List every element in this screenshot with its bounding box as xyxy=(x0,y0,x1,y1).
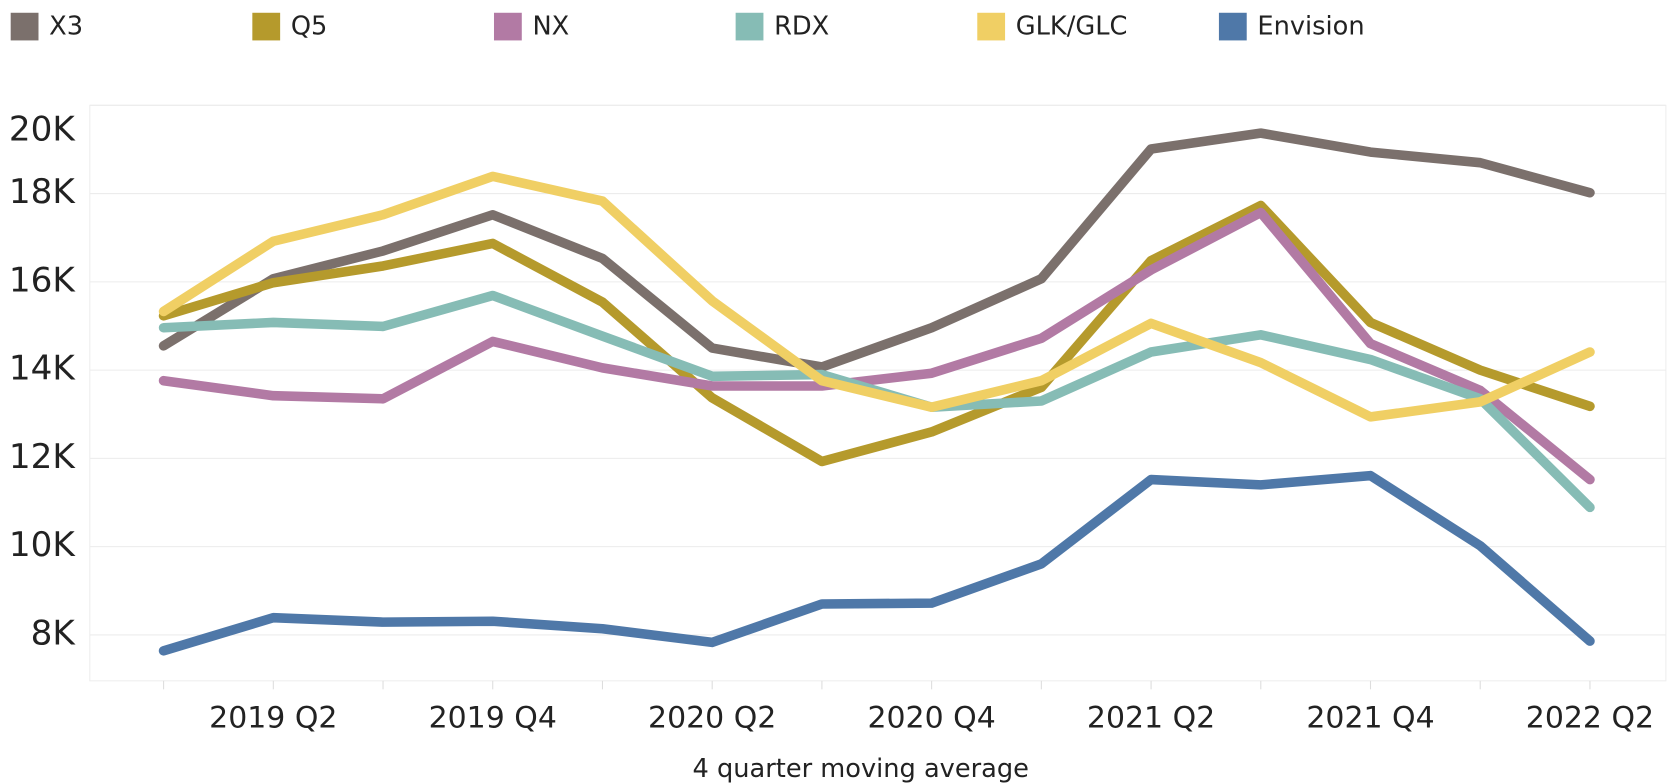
x-tick-label: 2022 Q2 xyxy=(1526,701,1654,736)
y-tick-label: 8K xyxy=(31,613,77,653)
legend-label: RDX xyxy=(774,12,829,42)
legend-swatch xyxy=(10,12,39,41)
series-line xyxy=(158,171,1595,422)
x-tick-label: 2021 Q4 xyxy=(1306,701,1434,736)
legend-label: GLK/GLC xyxy=(1016,12,1128,42)
legend-swatch xyxy=(1218,12,1247,41)
y-tick-label: 20K xyxy=(9,109,77,149)
legend-swatch xyxy=(735,12,764,41)
y-tick-label: 12K xyxy=(9,437,77,477)
y-tick-label: 16K xyxy=(9,260,77,300)
legend-label: Q5 xyxy=(291,12,328,42)
legend-swatch xyxy=(493,12,522,41)
series-line xyxy=(158,207,1595,485)
y-tick-label: 14K xyxy=(9,349,77,389)
series-line xyxy=(158,470,1595,656)
y-tick-label: 18K xyxy=(9,172,77,212)
x-tick-label: 2019 Q2 xyxy=(209,701,337,736)
legend-swatch xyxy=(252,12,281,41)
legend-label: NX xyxy=(532,12,569,42)
series-line xyxy=(158,128,1595,372)
y-tick-label: 10K xyxy=(9,525,77,565)
series-line xyxy=(158,200,1595,467)
x-tick-label: 2020 Q4 xyxy=(867,701,995,736)
x-tick-label: 2019 Q4 xyxy=(429,701,557,736)
x-tick-label: 2021 Q2 xyxy=(1087,701,1215,736)
x-axis-title: 4 quarter moving average xyxy=(693,754,1029,784)
x-tick-label: 2020 Q2 xyxy=(648,701,776,736)
legend-label: Envision xyxy=(1257,12,1364,42)
legend-label: X3 xyxy=(49,12,83,42)
legend-swatch xyxy=(977,12,1006,41)
